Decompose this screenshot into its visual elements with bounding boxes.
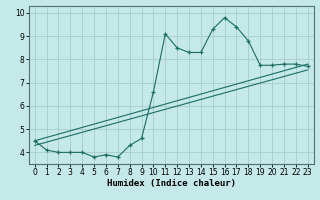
- X-axis label: Humidex (Indice chaleur): Humidex (Indice chaleur): [107, 179, 236, 188]
